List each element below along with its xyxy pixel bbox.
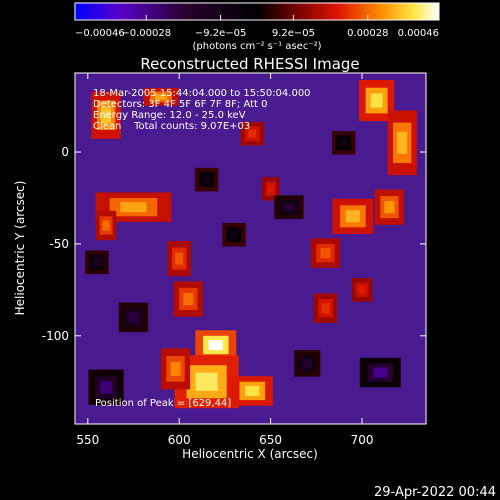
annotation-time: 18-Mar-2005 15:44:04.000 to 15:50:04.000 [93,88,311,99]
heatmap-cell [384,201,395,214]
x-axis-label: Heliocentric X (arcsec) [182,447,318,461]
heatmap-cell [320,248,331,259]
heatmap-cell [373,367,388,378]
heatmap-cell [101,107,112,124]
heatmap-cell [92,258,101,267]
y-tick-label: -50 [49,237,69,251]
timestamp: 29-Apr-2022 00:44 [374,485,496,500]
heatmap-cell [283,203,294,212]
heatmap-cell [358,285,366,294]
heatmap-cell [128,312,139,323]
colorbar-gradient [74,2,440,21]
x-tick-label: 550 [76,433,99,447]
colorbar-tick-label: 9.2e−05 [272,28,315,39]
heatmap-cell [183,292,194,306]
heatmap-cell [230,230,239,239]
heatmap-cell [345,210,360,223]
info-annotations: 18-Mar-2005 15:44:04.000 to 15:50:04.000… [93,88,311,409]
chart-title: Reconstructed RHESSI Image [140,55,359,73]
y-tick-label: -100 [42,329,69,343]
colorbar-tick-label: −0.00046 [75,28,125,39]
colorbar: −0.00046−0.00028 −9.2e−05 9.2e−05 0.00028 0.… [74,2,440,52]
heatmap-cell [154,93,167,100]
heatmap-cell [245,385,260,396]
heatmap-cell [302,358,312,368]
heatmap-cell [208,339,223,351]
axis-ticks: 550 600 650 700 0 -50 -100 [42,73,426,447]
x-tick-label: 700 [351,433,374,447]
colorbar-ticks: −0.00046−0.00028 −9.2e−05 9.2e−05 0.00028 0.… [74,15,440,39]
heatmap-cell [100,381,113,394]
heatmap-cell [102,220,110,231]
heatmap-cell [175,252,184,265]
heatmap-cell [170,361,181,376]
y-axis-label: Heliocentric Y (arcsec) [13,181,27,316]
colorbar-unit-label: (photons cm⁻² s⁻¹ asec⁻²) [192,41,321,52]
plot-frame [74,72,427,425]
heatmap-cell [120,202,147,213]
heatmap-cell [202,175,211,184]
y-tick-label: 0 [61,145,69,159]
annotation-counts: Clean Total counts: 9.07E+03 [93,121,250,132]
heatmap-cell [397,131,408,154]
heatmap-cell [195,372,218,391]
colorbar-tick-label: −9.2e−05 [195,28,247,39]
peak-position-label: Position of Peak = [629,44] [95,398,231,409]
annotation-energy: Energy Range: 12.0 - 25.0 keV [93,110,246,121]
heatmap-cell [321,303,330,314]
x-tick-label: 600 [168,433,191,447]
colorbar-tick-label: 0.00028 [347,28,388,39]
colorbar-tick-label: 0.00046 [398,28,439,39]
heatmap-area: 550 600 650 700 0 -50 -100 [42,72,427,447]
heatmap-cell [267,184,274,193]
heatmap-cells [85,79,417,409]
heatmap-cell [370,93,383,108]
annotation-detectors: Detectors: 3F 4F 5F 6F 7F 8F; Att 0 [93,99,268,110]
heatmap-cell [248,129,257,138]
colorbar-tick-label: −0.00028 [121,28,171,39]
x-tick-label: 650 [259,433,282,447]
heatmap-cell [339,138,348,147]
